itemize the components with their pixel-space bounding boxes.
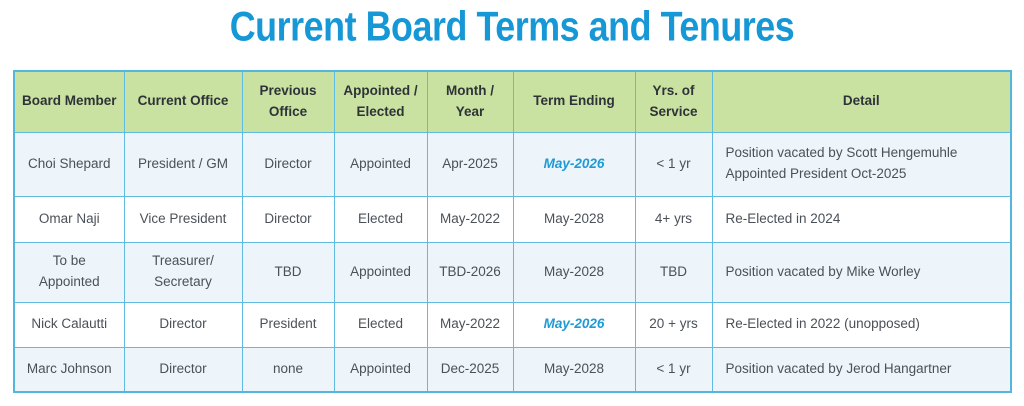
cell-yrs-service: < 1 yr xyxy=(634,131,713,197)
page-title: Current Board Terms and Tenures xyxy=(229,4,795,51)
cell-appointed-elected: Appointed xyxy=(333,131,428,197)
cell-yrs-service: TBD xyxy=(634,241,713,303)
cell-term-ending: May-2026 xyxy=(512,301,636,348)
cell-detail: Re-Elected in 2024 xyxy=(711,195,1012,243)
col-header-appointed-elected: Appointed / Elected xyxy=(333,70,428,133)
cell-detail: Position vacated by Mike Worley xyxy=(711,241,1012,303)
cell-board-member: Nick Calautti xyxy=(13,301,125,348)
cell-current-office: Vice President xyxy=(123,195,243,243)
cell-board-member: Omar Naji xyxy=(13,195,125,243)
cell-previous-office: Director xyxy=(241,131,335,197)
cell-detail: Re-Elected in 2022 (unopposed) xyxy=(711,301,1012,348)
cell-month-year: May-2022 xyxy=(426,195,514,243)
cell-current-office: Director xyxy=(123,346,243,393)
cell-term-ending: May-2026 xyxy=(512,131,636,197)
cell-appointed-elected: Elected xyxy=(333,301,428,348)
cell-yrs-service: 20 + yrs xyxy=(634,301,713,348)
cell-current-office: Director xyxy=(123,301,243,348)
cell-current-office: Treasurer/ Secretary xyxy=(123,241,243,303)
cell-board-member: To be Appointed xyxy=(13,241,125,303)
cell-month-year: May-2022 xyxy=(426,301,514,348)
cell-detail: Position vacated by Jerod Hangartner xyxy=(711,346,1012,393)
cell-term-ending: May-2028 xyxy=(512,346,636,393)
board-terms-table: Board Member Current Office Previous Off… xyxy=(13,70,1012,393)
col-header-current-office: Current Office xyxy=(123,70,243,133)
col-header-yrs-service: Yrs. of Service xyxy=(634,70,713,133)
col-header-board-member: Board Member xyxy=(13,70,125,133)
cell-previous-office: President xyxy=(241,301,335,348)
cell-board-member: Choi Shepard xyxy=(13,131,125,197)
col-header-month-year: Month / Year xyxy=(426,70,514,133)
cell-yrs-service: < 1 yr xyxy=(634,346,713,393)
cell-appointed-elected: Appointed xyxy=(333,241,428,303)
cell-month-year: TBD-2026 xyxy=(426,241,514,303)
table-row: Choi Shepard President / GM Director App… xyxy=(13,131,1012,197)
table-row: Marc Johnson Director none Appointed Dec… xyxy=(13,346,1012,393)
table-row: Omar Naji Vice President Director Electe… xyxy=(13,195,1012,243)
col-header-term-ending: Term Ending xyxy=(512,70,636,133)
cell-board-member: Marc Johnson xyxy=(13,346,125,393)
col-header-detail: Detail xyxy=(711,70,1012,133)
cell-month-year: Dec-2025 xyxy=(426,346,514,393)
table-row: Nick Calautti Director President Elected… xyxy=(13,301,1012,348)
cell-previous-office: TBD xyxy=(241,241,335,303)
cell-term-ending: May-2028 xyxy=(512,241,636,303)
cell-term-ending: May-2028 xyxy=(512,195,636,243)
cell-appointed-elected: Elected xyxy=(333,195,428,243)
cell-previous-office: none xyxy=(241,346,335,393)
table-row: To be Appointed Treasurer/ Secretary TBD… xyxy=(13,241,1012,303)
cell-detail: Position vacated by Scott Hengemuhle App… xyxy=(711,131,1012,197)
cell-previous-office: Director xyxy=(241,195,335,243)
cell-current-office: President / GM xyxy=(123,131,243,197)
cell-yrs-service: 4+ yrs xyxy=(634,195,713,243)
col-header-previous-office: Previous Office xyxy=(241,70,335,133)
cell-appointed-elected: Appointed xyxy=(333,346,428,393)
table-header-row: Board Member Current Office Previous Off… xyxy=(13,70,1012,133)
cell-month-year: Apr-2025 xyxy=(426,131,514,197)
